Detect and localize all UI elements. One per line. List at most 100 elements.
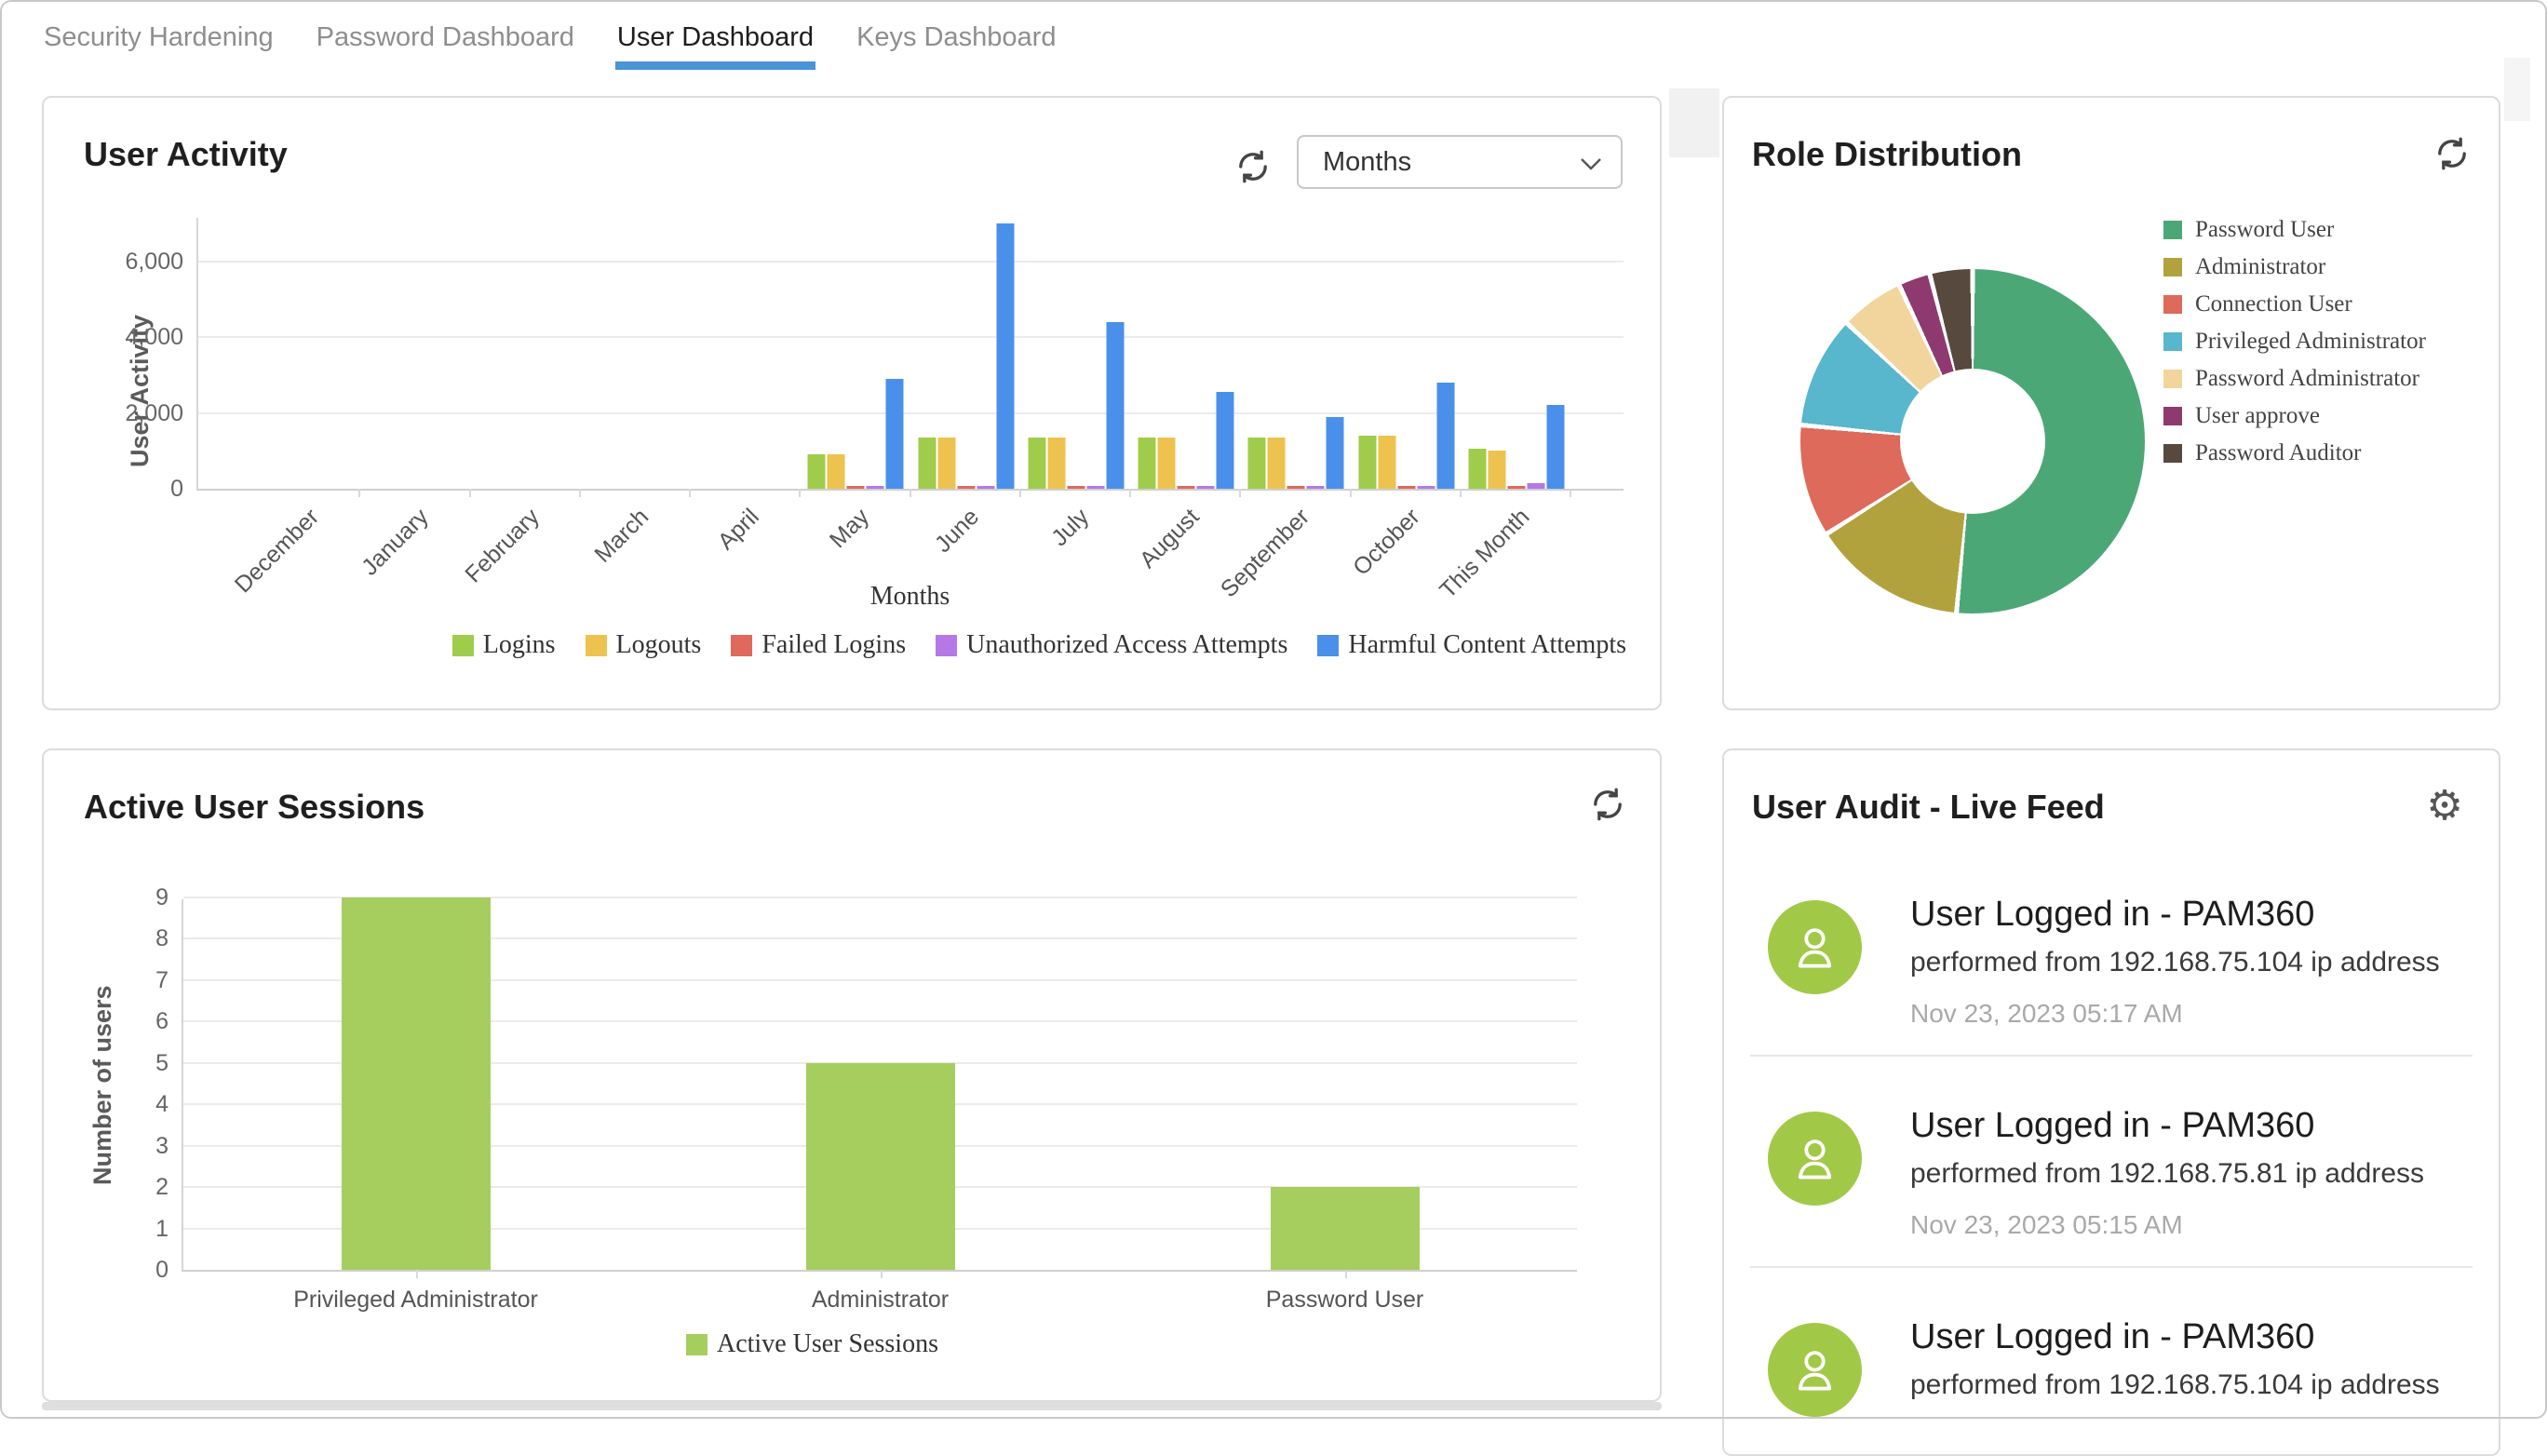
legend-item[interactable]: Password Auditor <box>2163 440 2426 466</box>
y-tick-label: 8 <box>155 925 168 952</box>
bar-active-user-sessions[interactable] <box>341 897 491 1270</box>
gridline <box>198 336 1624 339</box>
y-tick-label: 3 <box>155 1132 168 1159</box>
bar-unauthorized-access-attempts[interactable] <box>1196 485 1215 489</box>
bar-harmful-content-attempts[interactable] <box>885 379 904 489</box>
bar-harmful-content-attempts[interactable] <box>1436 383 1455 489</box>
vertical-scrollbar-thumb[interactable] <box>1669 88 1719 157</box>
x-tick <box>689 489 691 497</box>
bar-harmful-content-attempts[interactable] <box>996 223 1015 489</box>
legend-item[interactable]: Failed Logins <box>731 630 906 660</box>
legend-item[interactable]: Connection User <box>2163 291 2426 317</box>
bar-failed-logins[interactable] <box>1177 486 1195 489</box>
dashboard-tabs: Security Hardening Password Dashboard Us… <box>44 22 1056 70</box>
active-user-sessions-legend: Active User Sessions <box>686 1329 938 1359</box>
bar-logouts[interactable] <box>1157 438 1176 489</box>
bar-logins[interactable] <box>1028 438 1046 489</box>
x-tick <box>358 489 361 497</box>
legend-label: Administrator <box>2195 254 2326 279</box>
refresh-icon[interactable] <box>1587 784 1628 825</box>
bar-harmful-content-attempts[interactable] <box>1216 392 1234 489</box>
bar-logouts[interactable] <box>827 454 845 489</box>
bar-logins[interactable] <box>1138 438 1156 489</box>
legend-item[interactable]: Password Administrator <box>2163 366 2426 392</box>
bar-unauthorized-access-attempts[interactable] <box>866 486 884 489</box>
category-slot: March <box>581 218 691 568</box>
bar-logins[interactable] <box>1468 449 1487 489</box>
legend-item[interactable]: Password User <box>2163 217 2426 243</box>
bar-harmful-content-attempts[interactable] <box>1326 416 1344 489</box>
refresh-icon[interactable] <box>1233 146 1274 187</box>
gear-icon[interactable]: ⚙ <box>2426 782 2463 829</box>
bar-logins[interactable] <box>1247 438 1266 489</box>
legend-item[interactable]: Logouts <box>585 630 701 660</box>
legend-item[interactable]: User approve <box>2163 403 2426 429</box>
legend-label: Password Administrator <box>2195 366 2419 391</box>
tab-user-dashboard[interactable]: User Dashboard <box>614 22 816 70</box>
bar-logouts[interactable] <box>1378 436 1396 489</box>
legend-label: Unauthorized Access Attempts <box>966 630 1288 659</box>
bar-unauthorized-access-attempts[interactable] <box>1306 485 1325 489</box>
bar-failed-logins[interactable] <box>1397 486 1416 489</box>
tab-keys-dashboard[interactable]: Keys Dashboard <box>856 22 1057 52</box>
bar-active-user-sessions[interactable] <box>1270 1187 1420 1270</box>
x-tick <box>1570 489 1571 497</box>
ua-x-axis-title: Months <box>869 582 950 611</box>
refresh-icon[interactable] <box>2432 133 2473 174</box>
tab-password-dashboard[interactable]: Password Dashboard <box>316 22 574 52</box>
x-category-label: Password User <box>1265 1287 1424 1313</box>
y-tick-label: 9 <box>155 884 168 910</box>
bar-unauthorized-access-attempts[interactable] <box>1417 486 1435 489</box>
bar-group <box>341 897 491 1270</box>
bar-group <box>1138 392 1234 489</box>
legend-swatch <box>686 1333 708 1355</box>
bar-unauthorized-access-attempts[interactable] <box>1086 486 1105 489</box>
months-dropdown[interactable]: Months <box>1297 135 1623 189</box>
bar-logouts[interactable] <box>1047 438 1066 489</box>
bar-unauthorized-access-attempts[interactable] <box>977 486 995 489</box>
x-tick <box>1459 489 1462 497</box>
legend-item[interactable]: Administrator <box>2163 254 2426 280</box>
user-icon <box>1798 1139 1832 1180</box>
page-scrollbar-thumb[interactable] <box>2504 58 2530 121</box>
x-category-label: July <box>1046 504 1095 552</box>
legend-item[interactable]: Privileged Administrator <box>2163 329 2426 355</box>
legend-item[interactable]: Unauthorized Access Attempts <box>936 630 1287 660</box>
bar-harmful-content-attempts[interactable] <box>1106 321 1125 489</box>
bar-logouts[interactable] <box>1488 451 1506 489</box>
category-slot: This Month <box>1435 218 1571 603</box>
x-category-label: March <box>589 504 654 568</box>
top-tab-bar: Security Hardening Password Dashboard Us… <box>0 0 2547 82</box>
bar-unauthorized-access-attempts[interactable] <box>1527 482 1545 489</box>
legend-item[interactable]: Harmful Content Attempts <box>1317 630 1626 660</box>
legend-label: Connection User <box>2195 291 2352 317</box>
role-distribution-donut-chart[interactable] <box>1800 269 2145 613</box>
user-activity-chart-plot: 0 2,000 4,000 6,000 December January February M… <box>125 218 1624 603</box>
tab-security-hardening[interactable]: Security Hardening <box>44 22 274 52</box>
horizontal-scrollbar[interactable] <box>42 1402 1662 1410</box>
y-tick-label: 4 <box>155 1091 168 1118</box>
feed-item-time: Nov 23, 2023 05:17 AM <box>1910 999 2183 1028</box>
legend-item[interactable]: Logins <box>451 630 556 660</box>
bar-failed-logins[interactable] <box>846 486 865 489</box>
legend-swatch <box>2163 258 2182 276</box>
user-activity-legend: Logins Logouts Failed Logins Unauthorized A… <box>451 630 1626 660</box>
bar-logins[interactable] <box>918 438 937 489</box>
bar-logins[interactable] <box>1358 436 1377 489</box>
bar-failed-logins[interactable] <box>957 486 976 489</box>
bar-harmful-content-attempts[interactable] <box>1546 405 1565 489</box>
legend-label: Password User <box>2195 217 2335 242</box>
x-tick <box>1349 489 1352 497</box>
bar-logouts[interactable] <box>937 438 956 489</box>
bar-logouts[interactable] <box>1267 438 1286 489</box>
role-distribution-panel: Role Distribution Password User Administr… <box>1722 96 2500 710</box>
bar-active-user-sessions[interactable] <box>805 1062 955 1270</box>
active-user-sessions-title: Active User Sessions <box>84 788 425 826</box>
bar-failed-logins[interactable] <box>1067 486 1085 489</box>
x-tick <box>468 489 471 497</box>
bar-failed-logins[interactable] <box>1507 486 1526 489</box>
legend-item[interactable]: Active User Sessions <box>686 1329 938 1359</box>
x-category-label: April <box>712 504 764 556</box>
bar-failed-logins[interactable] <box>1287 486 1305 489</box>
bar-logins[interactable] <box>807 454 826 489</box>
